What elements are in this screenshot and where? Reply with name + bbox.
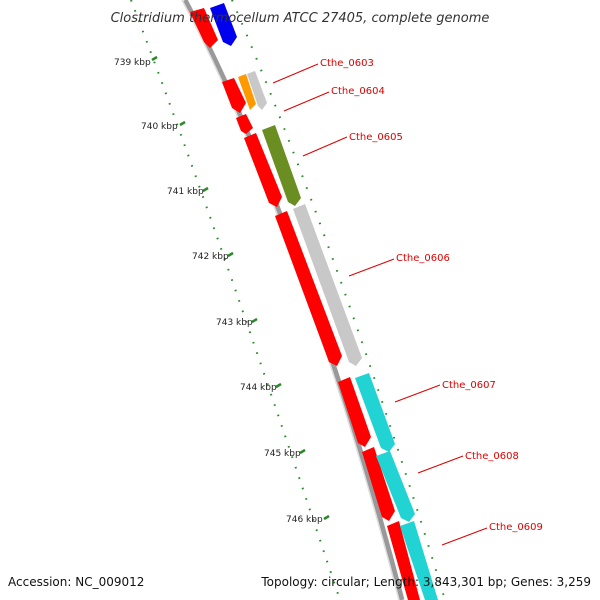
ruler-tick-745: [299, 448, 306, 455]
cds-feature: [275, 211, 342, 366]
ruler-tick-744: [275, 382, 282, 389]
gene-label-0603: Cthe_0603: [320, 58, 374, 69]
cds-feature: [236, 114, 253, 134]
ruler-label-744: 744 kbp: [240, 383, 277, 393]
cds-feature: [362, 447, 395, 521]
ruler-major-ticks: [151, 55, 330, 521]
ruler-label-745: 745 kbp: [264, 449, 301, 459]
feature-ring: [210, 3, 438, 600]
accession-text: Accession: NC_009012: [8, 575, 144, 589]
ruler-tick-743: [251, 317, 258, 324]
blue-feature: [210, 3, 237, 46]
gene-0605-leader: [302, 136, 348, 157]
gene-labels: Cthe_0603 Cthe_0604 Cthe_0605 Cthe_0606 …: [320, 58, 543, 533]
ruler-labels: 739 kbp 740 kbp 741 kbp 742 kbp 743 kbp …: [114, 58, 323, 525]
ruler-tick-740: [179, 120, 186, 127]
ruler-label-746: 746 kbp: [286, 515, 323, 525]
gene-0604-leader: [283, 91, 330, 112]
ruler-tick-739: [151, 55, 158, 62]
gene-leaders: [272, 63, 488, 546]
ruler-label-739: 739 kbp: [114, 58, 151, 68]
gene-0609-feature: [400, 521, 438, 600]
gene-0604-feature: [247, 71, 267, 110]
gene-label-0604: Cthe_0604: [331, 86, 385, 97]
ruler-label-743: 743 kbp: [216, 318, 253, 328]
cds-feature: [190, 8, 218, 48]
gene-label-0609: Cthe_0609: [489, 522, 543, 533]
ruler-tick-742: [227, 251, 234, 258]
gene-label-0605: Cthe_0605: [349, 132, 403, 143]
gene-0603-leader: [272, 63, 319, 84]
gene-0603-feature: [238, 74, 256, 110]
ruler-tick-746: [323, 514, 330, 521]
gene-label-0608: Cthe_0608: [465, 451, 519, 462]
cds-feature: [338, 377, 371, 447]
map-title: Clostridium thermocellum ATCC 27405, com…: [111, 11, 490, 26]
gene-0608-leader: [417, 455, 464, 474]
cds-feature: [244, 133, 282, 207]
cds-feature: [387, 521, 420, 600]
gene-0607-feature: [355, 373, 395, 452]
ruler-label-741: 741 kbp: [167, 187, 204, 197]
gene-0606-leader: [348, 258, 395, 277]
ruler-label-742: 742 kbp: [192, 252, 229, 262]
ruler-tick-741: [202, 186, 209, 193]
ruler-label-740: 740 kbp: [141, 122, 178, 132]
gene-0606-feature: [293, 204, 362, 366]
cds-ring: [190, 8, 420, 600]
gene-0609-leader: [441, 527, 488, 546]
genome-summary-text: Topology: circular; Length: 3,843,301 bp…: [260, 575, 591, 589]
gene-0605-feature: [262, 125, 301, 206]
cds-feature: [222, 78, 246, 113]
gene-0607-leader: [394, 384, 441, 403]
gene-label-0607: Cthe_0607: [442, 380, 496, 391]
gene-0608-feature: [376, 451, 415, 522]
inner-tick-ring: [130, 0, 341, 600]
gene-label-0606: Cthe_0606: [396, 253, 450, 264]
